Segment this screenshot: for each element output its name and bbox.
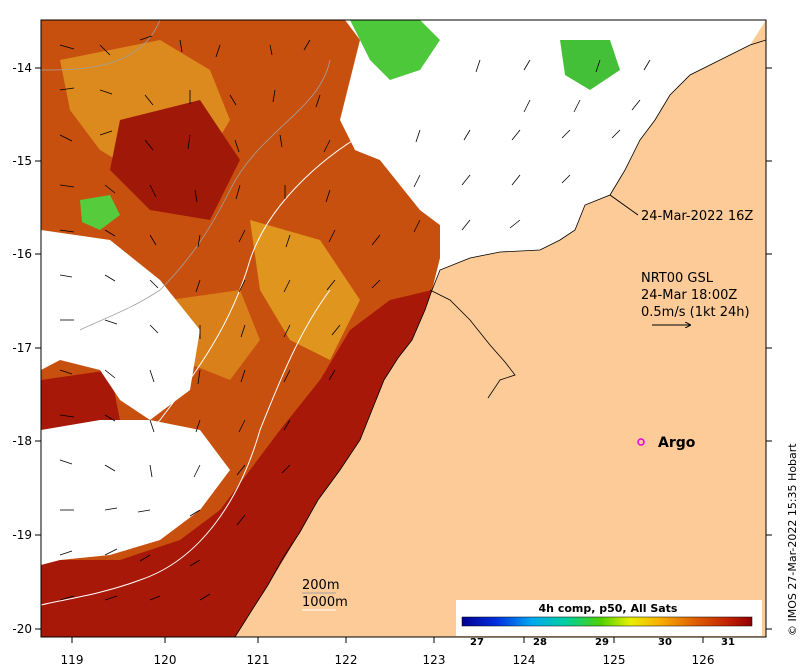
sst-cool-patch-2	[80, 195, 120, 230]
lon-tick-124: 124	[513, 653, 536, 667]
timestamp-pointer-line	[609, 194, 639, 216]
depth-1000m-contour	[41, 124, 381, 606]
colorbar-tick-28: 28	[533, 637, 547, 648]
colorbar-title: 4h comp, p50, All Sats	[539, 602, 678, 615]
lon-tick-126: 126	[692, 653, 715, 667]
colorbar-gradient	[461, 616, 753, 627]
argo-marker	[637, 438, 645, 446]
no-data-west	[41, 230, 200, 420]
colorbar-tick-31: 31	[721, 637, 735, 648]
lon-tick-125: 125	[603, 653, 626, 667]
lat-tick-18: -18	[12, 434, 32, 448]
lat-tick-20: -20	[12, 622, 32, 636]
lon-tick-121: 121	[247, 653, 270, 667]
peninsula	[430, 290, 515, 398]
sst-hot-north	[110, 100, 240, 220]
lon-tick-122: 122	[335, 653, 358, 667]
no-data-northeast	[345, 60, 690, 258]
lat-tick-17: -17	[12, 341, 32, 355]
current-scale-label: 0.5m/s (1kt 24h)	[641, 305, 750, 320]
no-data-southwest	[41, 420, 230, 565]
colorbar-tick-30: 30	[658, 637, 672, 648]
depth-label-200m: 200m	[302, 578, 339, 593]
image-timestamp: 24-Mar-2022 16Z	[641, 209, 753, 224]
axis-tick-marks	[35, 67, 772, 643]
sst-cool-patch-3	[560, 40, 620, 90]
current-vectors	[59, 35, 651, 601]
colorbar: 4h comp, p50, All Sats 27 28 29 30 31	[456, 600, 762, 648]
lat-tick-16: -16	[12, 247, 32, 261]
imos-credit: © IMOS 27-Mar-2022 15:35 Hobart	[786, 443, 799, 636]
sst-cool-patch-1	[350, 20, 440, 80]
plot-frame	[40, 19, 767, 638]
lat-tick-15: -15	[12, 154, 32, 168]
depth-200m-contour	[41, 20, 331, 331]
current-time-label: 24-Mar 18:00Z	[641, 288, 737, 303]
lat-tick-19: -19	[12, 528, 32, 542]
current-source-label: NRT00 GSL	[641, 271, 714, 286]
lat-tick-14: -14	[12, 61, 32, 75]
lon-tick-119: 119	[61, 653, 84, 667]
lon-tick-120: 120	[154, 653, 177, 667]
land-mass	[235, 20, 766, 637]
argo-label: Argo	[658, 435, 696, 451]
depth-label-1000m: 1000m	[302, 595, 348, 610]
sst-mid-patch-2	[250, 220, 360, 360]
sst-hot-coastal	[41, 290, 432, 637]
lon-tick-123: 123	[423, 653, 446, 667]
colorbar-tick-27: 27	[470, 637, 484, 648]
colorbar-tick-29: 29	[595, 637, 609, 648]
